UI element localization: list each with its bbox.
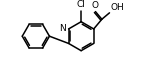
Text: N: N [60, 24, 66, 33]
Text: OH: OH [110, 3, 124, 12]
Text: O: O [91, 1, 98, 10]
Text: Cl: Cl [77, 0, 86, 9]
